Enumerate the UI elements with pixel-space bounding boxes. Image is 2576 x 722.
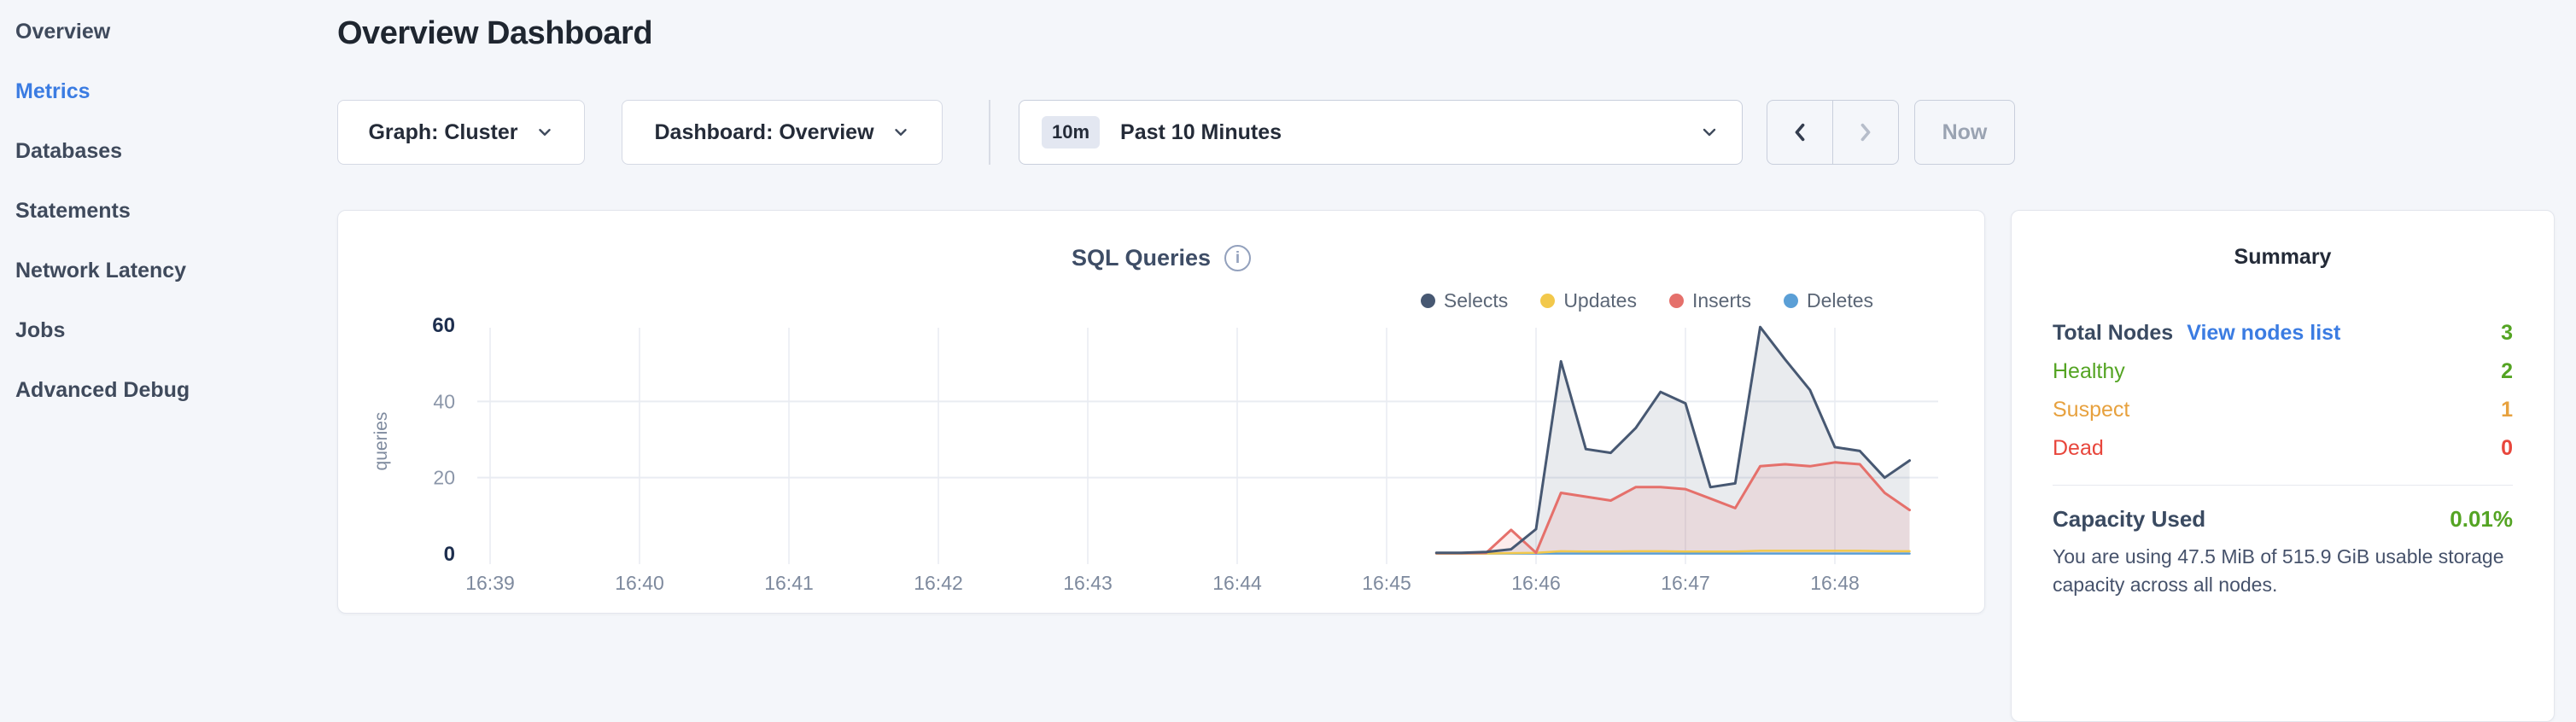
time-nav-group <box>1767 100 1899 165</box>
legend-item-selects[interactable]: Selects <box>1420 289 1509 312</box>
sidebar-item-label: Databases <box>15 138 123 163</box>
legend-dot-icon <box>1784 294 1799 308</box>
summary-row-label: Dead <box>2053 436 2104 460</box>
sql-queries-chart-card: 16:39 16:40 16:41 16:42 16:43 16:44 16:45 16:46… <box>337 210 1985 614</box>
sidebar-nav: Overview Metrics Databases Statements Networ… <box>0 0 324 625</box>
graph-selector-label: Graph: Cluster <box>368 119 518 144</box>
time-range-badge: 10m <box>1042 116 1101 148</box>
chart-legend: Selects Updates Inserts Deletes <box>1420 289 1873 312</box>
legend-label: Deletes <box>1807 289 1873 312</box>
svg-text:16:40: 16:40 <box>615 572 664 594</box>
chevron-right-icon <box>1860 123 1871 142</box>
legend-item-deletes[interactable]: Deletes <box>1784 289 1873 312</box>
controls-row: Graph: Cluster Dashboard: Overview 10m P… <box>0 100 2576 165</box>
sidebar-item-advanced-debug[interactable]: Advanced Debug <box>0 360 324 420</box>
chart-title: SQL Queries <box>1071 245 1212 271</box>
legend-label: Updates <box>1563 289 1637 312</box>
summary-rows: Total Nodes View nodes list 3 Healthy 2 Suspe… <box>2053 314 2513 468</box>
chevron-left-icon <box>1795 123 1805 142</box>
summary-panel: Summary Total Nodes View nodes list 3 Healt… <box>2011 210 2555 722</box>
summary-row-label: Healthy <box>2053 359 2125 383</box>
page-title: Overview Dashboard <box>337 15 653 51</box>
svg-text:60: 60 <box>432 314 455 337</box>
legend-item-updates[interactable]: Updates <box>1540 289 1637 312</box>
now-button[interactable]: Now <box>1914 100 2015 165</box>
legend-dot-icon <box>1668 294 1684 308</box>
svg-text:16:39: 16:39 <box>465 572 515 594</box>
summary-row-value: 0 <box>2501 436 2513 460</box>
capacity-row: Capacity Used 0.01% <box>2053 506 2513 533</box>
sidebar-item-label: Statements <box>15 198 131 223</box>
svg-text:16:44: 16:44 <box>1212 572 1262 594</box>
summary-row-dead: Dead 0 <box>2053 429 2513 468</box>
capacity-used-label: Capacity Used <box>2053 506 2206 532</box>
summary-row-value: 1 <box>2501 398 2513 422</box>
legend-label: Selects <box>1443 289 1509 312</box>
svg-text:0: 0 <box>444 543 455 566</box>
svg-text:queries: queries <box>371 412 391 471</box>
chevron-down-icon <box>894 129 907 136</box>
dashboard-selector-label: Dashboard: Overview <box>654 119 874 144</box>
legend-item-inserts[interactable]: Inserts <box>1668 289 1752 312</box>
sidebar-item-network-latency[interactable]: Network Latency <box>0 241 324 300</box>
summary-row-label: Total Nodes <box>2053 321 2174 345</box>
legend-label: Inserts <box>1691 289 1752 312</box>
sidebar-item-label: Jobs <box>15 317 66 342</box>
sidebar-item-jobs[interactable]: Jobs <box>0 300 324 360</box>
chevron-down-icon <box>1703 128 1716 137</box>
summary-row-label: Suspect <box>2053 398 2130 422</box>
svg-text:16:47: 16:47 <box>1661 572 1710 594</box>
sidebar-item-statements[interactable]: Statements <box>0 181 324 241</box>
next-time-button[interactable] <box>1832 101 1898 164</box>
sidebar-item-label: Overview <box>15 19 111 44</box>
svg-text:40: 40 <box>433 390 455 412</box>
summary-divider <box>2053 485 2513 486</box>
sql-queries-chart: 16:39 16:40 16:41 16:42 16:43 16:44 16:45 16:46… <box>371 314 1938 594</box>
info-icon[interactable]: i <box>1224 245 1252 271</box>
time-range-label: Past 10 Minutes <box>1120 119 1282 144</box>
summary-row-total-nodes: Total Nodes View nodes list 3 <box>2053 314 2513 352</box>
chevron-down-icon <box>538 129 551 136</box>
dashboard-selector-dropdown[interactable]: Dashboard: Overview <box>622 100 943 165</box>
capacity-description: You are using 47.5 MiB of 515.9 GiB usab… <box>2053 545 2504 596</box>
controls-divider <box>989 100 990 165</box>
svg-text:16:42: 16:42 <box>914 572 963 594</box>
summary-row-value: 2 <box>2501 359 2513 383</box>
legend-dot-icon <box>1420 294 1435 308</box>
graph-selector-dropdown[interactable]: Graph: Cluster <box>337 100 585 165</box>
sidebar-item-label: Network Latency <box>15 258 187 282</box>
sidebar-item-databases[interactable]: Databases <box>0 121 324 181</box>
summary-row-value: 3 <box>2501 321 2513 345</box>
chart-title-row: SQL Queries i <box>338 245 1984 271</box>
time-range-dropdown[interactable]: 10m Past 10 Minutes <box>1019 100 1743 165</box>
svg-text:16:46: 16:46 <box>1511 572 1561 594</box>
capacity-used-value: 0.01% <box>2450 506 2513 532</box>
legend-dot-icon <box>1540 294 1556 308</box>
svg-text:16:41: 16:41 <box>764 572 814 594</box>
svg-text:16:48: 16:48 <box>1810 572 1860 594</box>
sidebar-item-label: Metrics <box>15 79 91 103</box>
view-nodes-list-link[interactable]: View nodes list <box>2187 321 2341 345</box>
sidebar-item-label: Advanced Debug <box>15 377 190 402</box>
summary-row-healthy: Healthy 2 <box>2053 352 2513 391</box>
sidebar-item-overview[interactable]: Overview <box>0 2 324 61</box>
prev-time-button[interactable] <box>1767 101 1832 164</box>
sidebar-item-metrics[interactable]: Metrics <box>0 61 324 121</box>
summary-row-suspect: Suspect 1 <box>2053 391 2513 429</box>
svg-text:20: 20 <box>433 467 455 489</box>
svg-text:16:45: 16:45 <box>1362 572 1411 594</box>
svg-text:16:43: 16:43 <box>1063 572 1113 594</box>
summary-title: Summary <box>2234 245 2332 269</box>
